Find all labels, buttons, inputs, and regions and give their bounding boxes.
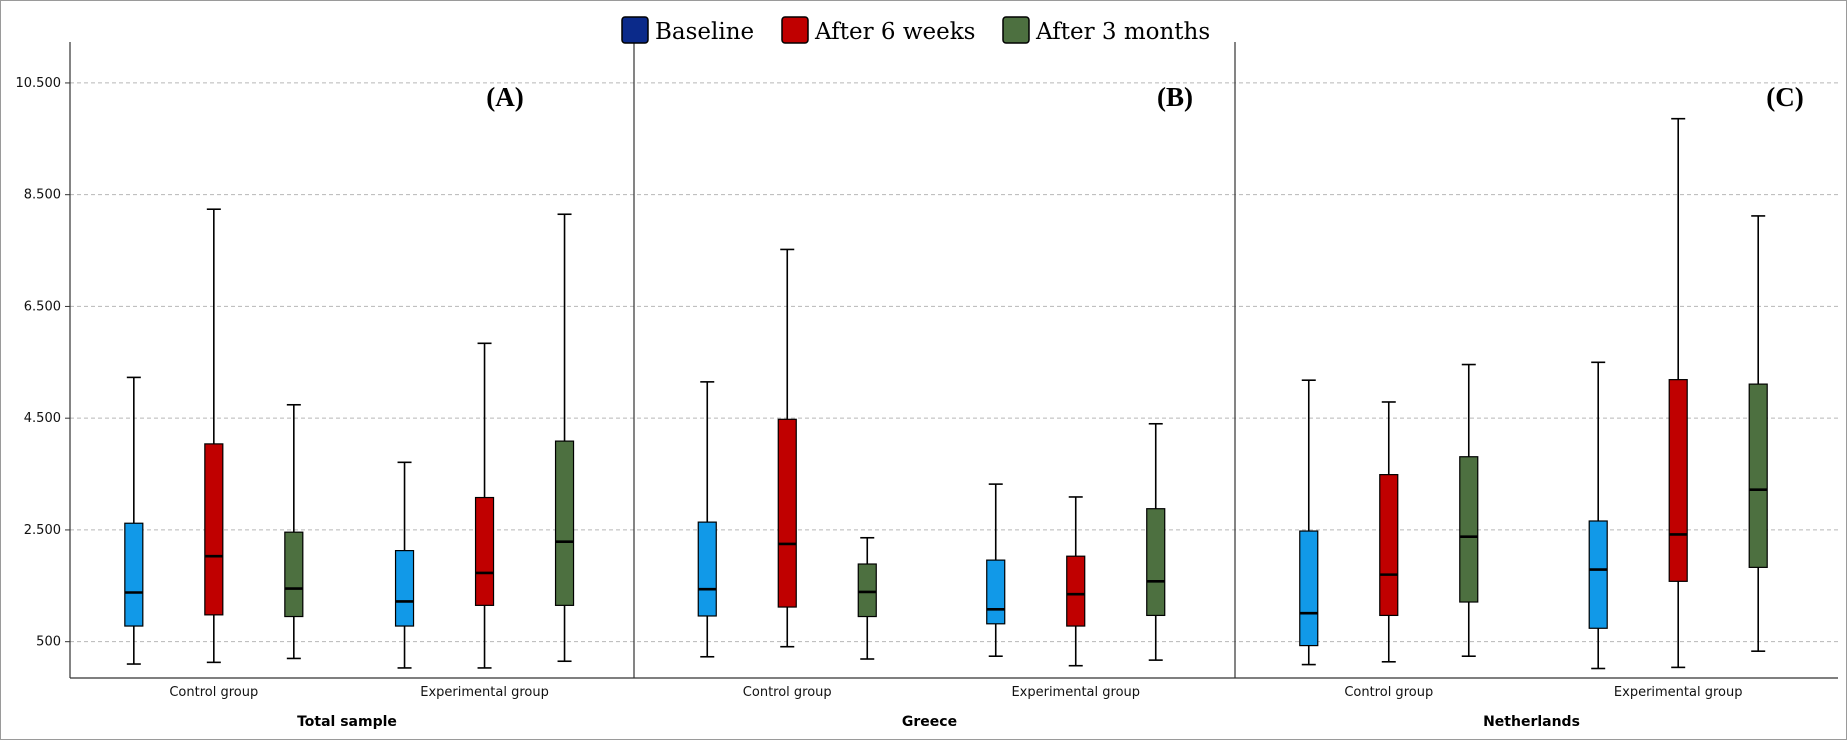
box-after-3-months xyxy=(1748,215,1768,652)
y-tick-label: 10.500 xyxy=(16,76,62,91)
box-after-3-months xyxy=(1459,363,1479,658)
box-after-3-months xyxy=(857,536,877,660)
category-label: Experimental group xyxy=(420,685,549,700)
panel-label: (A) xyxy=(486,82,523,112)
box-iqr xyxy=(857,563,877,618)
box-baseline xyxy=(1588,361,1608,670)
box-iqr xyxy=(697,521,717,617)
category-label: Control group xyxy=(743,685,832,700)
box-after-6-weeks xyxy=(204,208,224,664)
box-iqr xyxy=(1668,379,1688,582)
legend-swatch xyxy=(621,16,649,44)
box-iqr xyxy=(1146,508,1166,617)
box-iqr xyxy=(1588,520,1608,629)
label-layer: (A) Total sample Control group Experimental… xyxy=(169,82,1803,730)
y-tick-label: 8.500 xyxy=(24,188,61,203)
panel-label: (C) xyxy=(1766,82,1803,112)
box-iqr xyxy=(284,531,304,618)
box-iqr xyxy=(1459,456,1479,603)
legend-label: After 3 months xyxy=(1035,19,1210,45)
box-after-6-weeks xyxy=(1379,401,1399,663)
y-tick-label: 6.500 xyxy=(24,299,61,314)
box-iqr xyxy=(204,443,224,616)
box-iqr xyxy=(394,550,415,627)
y-tick-labels: 500 2.500 4.500 6.500 8.500 10.500 xyxy=(16,76,62,650)
box-iqr xyxy=(474,496,495,606)
box-after-3-months xyxy=(554,213,575,663)
box-after-6-weeks xyxy=(777,248,797,648)
box-iqr xyxy=(777,418,797,608)
box-after-3-months xyxy=(284,403,304,660)
box-iqr xyxy=(986,559,1006,625)
legend-label: Baseline xyxy=(655,19,754,45)
box-iqr xyxy=(1299,530,1319,647)
box-after-6-weeks xyxy=(1668,117,1688,669)
box-after-6-weeks xyxy=(474,342,495,669)
box-after-6-weeks xyxy=(1066,496,1086,667)
box-iqr xyxy=(124,522,144,627)
panel-title: Total sample xyxy=(297,714,397,730)
y-tick-label: 500 xyxy=(36,635,61,650)
category-label: Experimental group xyxy=(1614,685,1743,700)
legend-swatch xyxy=(781,16,809,44)
box-iqr xyxy=(1748,383,1768,568)
panel-title: Netherlands xyxy=(1483,714,1580,730)
box-baseline xyxy=(124,376,144,665)
y-tick-label: 2.500 xyxy=(24,523,61,538)
panel-label: (B) xyxy=(1157,82,1193,112)
box-iqr xyxy=(1379,474,1399,617)
legend-swatch xyxy=(1002,16,1030,44)
box-iqr xyxy=(1066,555,1086,627)
box-baseline xyxy=(1299,379,1319,666)
box-after-3-months xyxy=(1146,422,1166,661)
y-tick-label: 4.500 xyxy=(24,411,61,426)
axis-layer xyxy=(65,42,1838,679)
legend: Baseline After 6 weeks After 3 months xyxy=(621,16,1210,45)
category-label: Control group xyxy=(169,685,258,700)
category-label: Control group xyxy=(1344,685,1433,700)
box-baseline xyxy=(394,461,415,669)
box-baseline xyxy=(697,381,717,658)
grid-layer xyxy=(70,82,1838,643)
panel-title: Greece xyxy=(902,714,957,730)
box-layer xyxy=(124,117,1768,670)
legend-label: After 6 weeks xyxy=(814,19,975,45)
category-label: Experimental group xyxy=(1011,685,1140,700)
box-iqr xyxy=(554,440,575,606)
box-baseline xyxy=(986,483,1006,658)
